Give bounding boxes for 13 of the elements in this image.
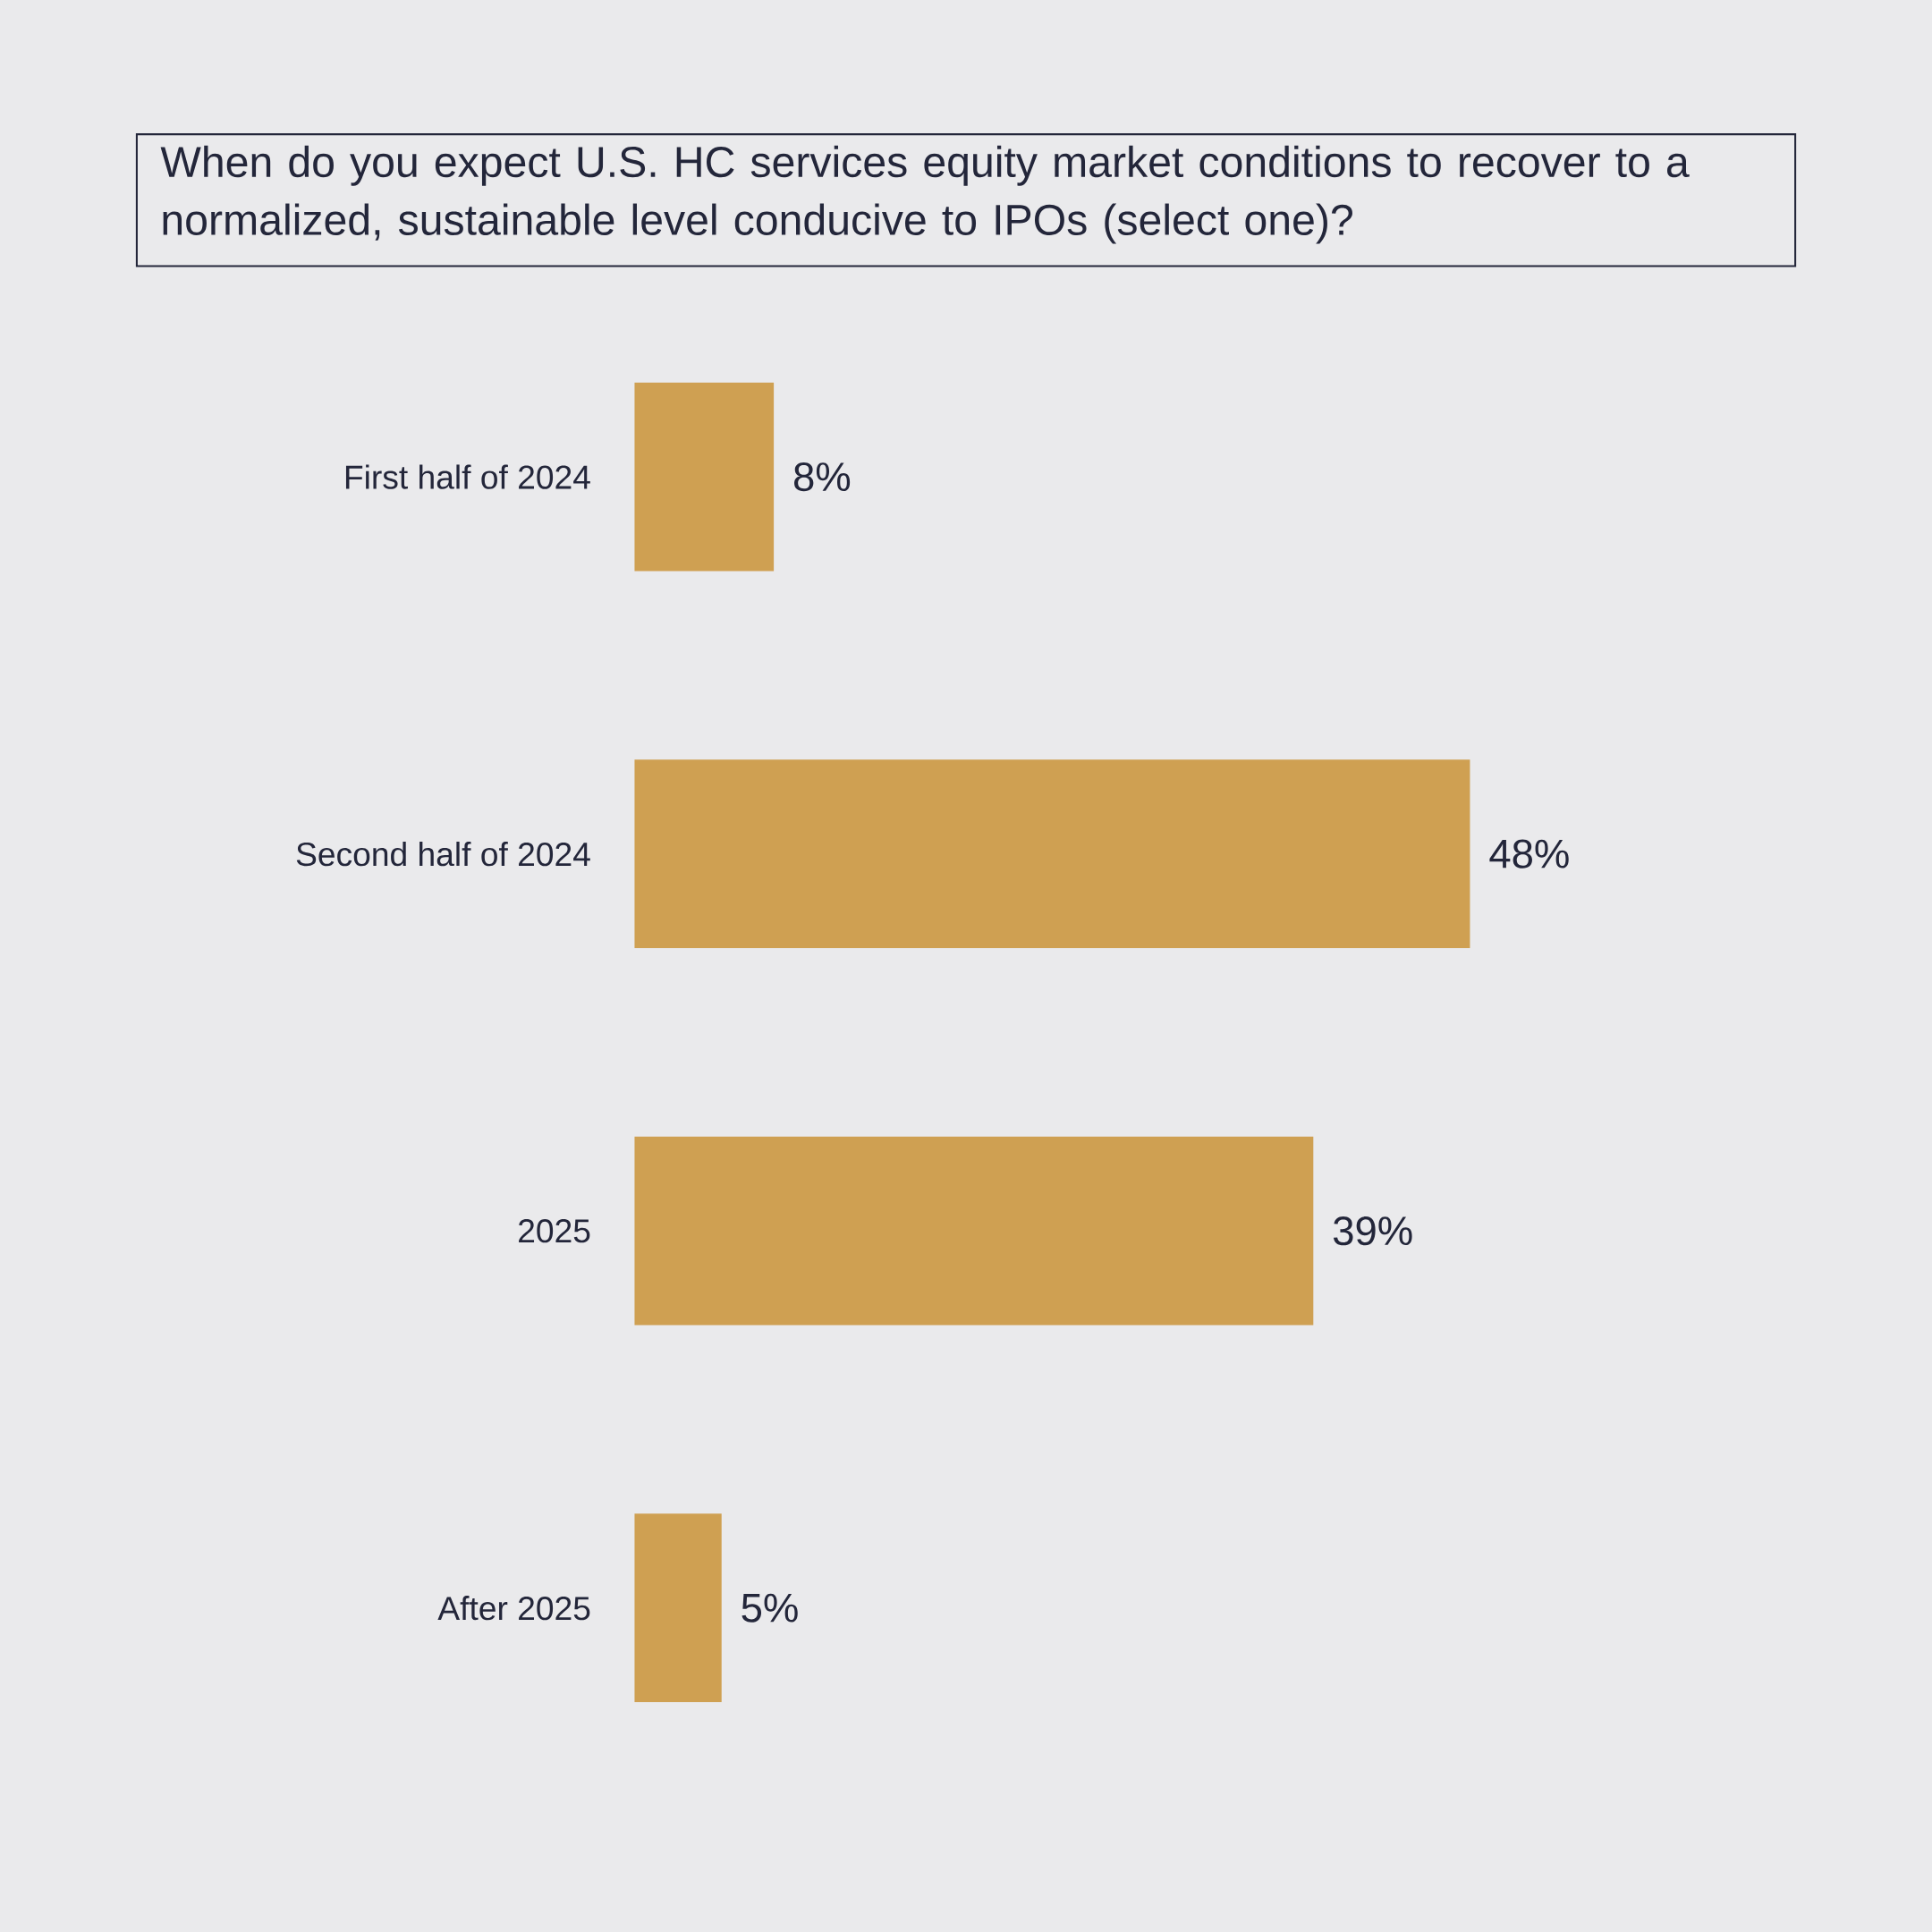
bar <box>634 1136 1314 1326</box>
y-tick-label: First half of 2024 <box>345 464 590 489</box>
chart-title: When do you expect U.S. HC services equity market conditions to recover to a normalized, sustainable level conducive to IPOs (select one)? <box>160 145 1690 244</box>
data-label: 8% <box>794 462 851 492</box>
y-tick-label: Second half of 2024 <box>296 841 590 867</box>
data-label: 5% <box>741 1593 798 1623</box>
data-label: 39% <box>1333 1216 1412 1246</box>
bar <box>634 382 775 572</box>
bar <box>634 1513 722 1703</box>
data-label: 48% <box>1489 839 1569 869</box>
y-tick-label: 2025 <box>519 1219 590 1243</box>
bar <box>634 759 1470 949</box>
y-tick-label: After 2025 <box>437 1596 590 1621</box>
